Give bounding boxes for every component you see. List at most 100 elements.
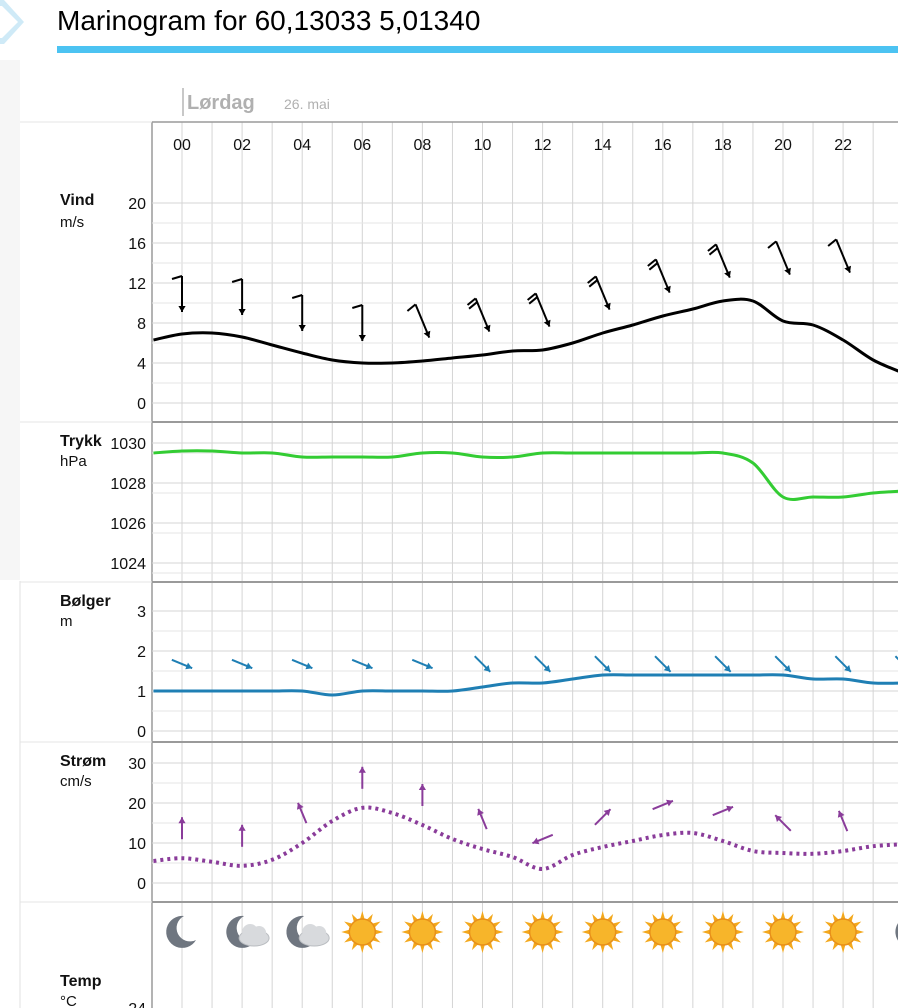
y-tick-label: 4: [137, 356, 146, 373]
hour-label: 16: [654, 137, 672, 154]
sun-ray: [420, 911, 425, 920]
arrow-head: [837, 810, 845, 818]
arrow-head: [245, 662, 253, 670]
hour-label: 00: [173, 137, 191, 154]
wind-barb: [707, 243, 717, 252]
wind-barb: [588, 279, 598, 288]
cloud-puff: [252, 926, 267, 940]
current-arrow: [418, 784, 426, 806]
y-tick-label: 0: [137, 876, 146, 893]
wind-barb: [528, 296, 538, 305]
current-arrow: [477, 808, 488, 830]
current-arrow: [296, 802, 308, 824]
arrow-head: [365, 662, 373, 670]
sun-ray: [375, 929, 384, 935]
sun-ray: [359, 911, 365, 920]
hour-label: 14: [594, 137, 612, 154]
y-tick-label: 16: [128, 236, 146, 253]
sun-ray: [540, 944, 545, 953]
pressure-line: [153, 449, 898, 501]
arrow-head: [844, 664, 851, 672]
wave-arrow: [654, 655, 672, 673]
panel-title: Vind: [60, 192, 94, 209]
panel-title: Trykk: [60, 433, 102, 450]
moon-shape: [166, 915, 196, 948]
current-arrow: [774, 814, 792, 832]
sun-icon: [581, 911, 624, 953]
sun-icon: [341, 911, 384, 953]
hour-label: 04: [293, 137, 311, 154]
sun-ray: [341, 929, 350, 935]
arrow-head: [603, 809, 611, 817]
y-tick-label: 1026: [110, 516, 146, 533]
wind-arrow: [406, 303, 431, 339]
wind-barb: [291, 294, 303, 299]
wind-arrow: [707, 243, 731, 279]
current-arrow: [532, 833, 554, 845]
sun-ray: [435, 929, 444, 935]
current-arrow: [837, 810, 849, 832]
sun-ray: [521, 929, 530, 935]
moon-shape: [895, 923, 898, 941]
hour-label: 12: [534, 137, 552, 154]
panel-unit: m: [60, 613, 73, 630]
sun-ray: [480, 911, 485, 920]
moon-icon: [166, 915, 196, 948]
sun-disc: [588, 918, 617, 946]
wind-arrow: [526, 292, 551, 328]
sun-icon: [822, 911, 865, 953]
y-tick-label: 30: [128, 756, 146, 773]
sun-icon: [701, 911, 744, 953]
sun-ray: [540, 911, 545, 920]
sun-ray: [735, 929, 744, 935]
moon-icon: [895, 923, 898, 941]
sun-ray: [701, 929, 711, 935]
y-tick-label: 10: [128, 836, 146, 853]
wind-arrow: [587, 275, 611, 311]
wave-arrow: [774, 655, 792, 673]
wind-line: [153, 297, 898, 373]
current-line: [153, 805, 898, 871]
wind-arrow: [827, 238, 852, 274]
wave-arrow: [534, 655, 552, 673]
wind-barb: [526, 292, 537, 301]
arrow-head: [238, 824, 246, 831]
sun-disc: [468, 918, 497, 946]
arrow-head: [477, 808, 484, 816]
sun-ray: [762, 929, 771, 935]
arrow-head: [305, 662, 313, 670]
wind-arrow: [767, 240, 791, 276]
hour-label: 20: [774, 137, 792, 154]
arrow-head: [664, 285, 671, 293]
panel-unit: hPa: [60, 453, 87, 470]
arrow-head: [423, 330, 431, 338]
y-tick-label: 20: [128, 196, 146, 213]
cloud-puff: [312, 926, 327, 940]
panel-title: Bølger: [60, 593, 111, 610]
arrow-head: [425, 662, 433, 670]
wave-arrow: [474, 655, 491, 673]
title-underline: [57, 46, 898, 53]
arrow-head: [784, 267, 791, 275]
sun-ray: [720, 911, 726, 920]
wave-arrow: [594, 655, 612, 673]
arrow-head: [726, 805, 734, 813]
arrow-head: [358, 335, 366, 341]
y-tick-label: 8: [137, 316, 146, 333]
wind-barb: [468, 301, 478, 310]
sun-ray: [840, 944, 846, 953]
moon-cloud-icon: [286, 915, 330, 948]
wind-barb: [406, 303, 417, 312]
hour-label: 02: [233, 137, 251, 154]
sun-ray: [675, 929, 684, 935]
sun-icon: [641, 911, 684, 953]
wave-arrow: [411, 658, 433, 670]
side-shade: [0, 60, 20, 580]
hour-label: 10: [474, 137, 492, 154]
wave-arrow: [291, 658, 313, 670]
y-tick-label: 20: [128, 796, 146, 813]
wind-arrow: [231, 278, 246, 315]
arrow-head: [663, 664, 671, 672]
sun-ray: [780, 911, 786, 920]
